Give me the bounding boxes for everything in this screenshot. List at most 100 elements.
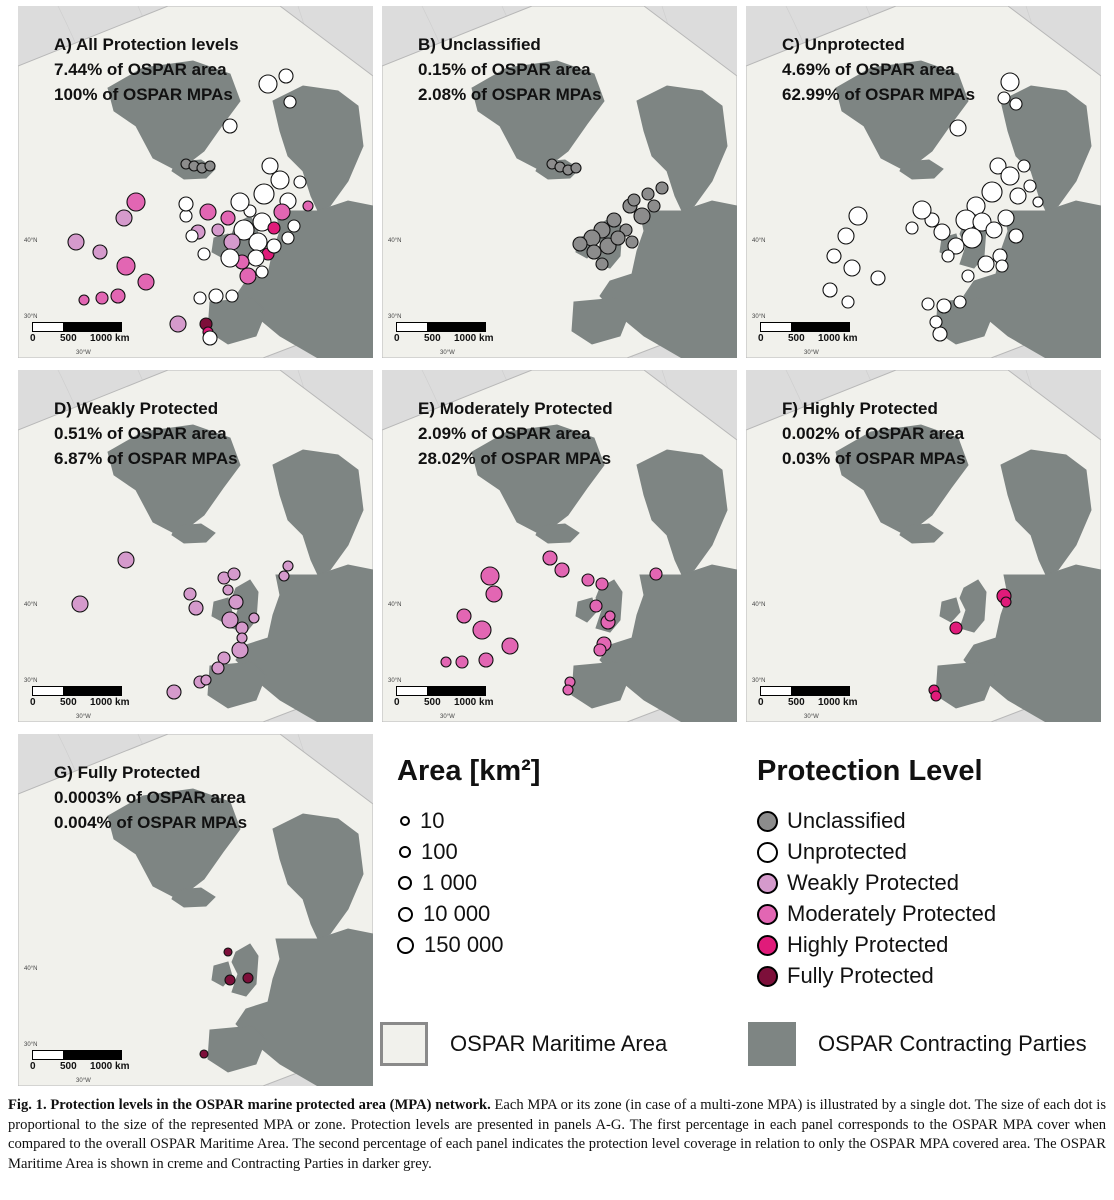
greenland-landmass — [107, 788, 241, 900]
panel-mpa-percent: 0.03% of OSPAR MPAs — [782, 449, 966, 468]
mpa-marker — [248, 232, 268, 252]
panel-mpa-percent: 62.99% of OSPAR MPAs — [782, 85, 976, 104]
mpa-marker — [1032, 196, 1044, 208]
mpa-marker — [231, 641, 249, 659]
mpa-marker — [222, 118, 238, 134]
mpa-marker — [826, 248, 842, 264]
size-ring-icon — [400, 816, 410, 826]
size-ring-icon — [398, 876, 412, 890]
mpa-marker — [197, 247, 211, 261]
mpa-marker — [202, 330, 218, 346]
scale-bar-graphic — [760, 322, 850, 332]
weakly-protected-dot-icon — [757, 872, 778, 894]
figure-caption: Fig. 1. Protection levels in the OSPAR m… — [8, 1096, 1106, 1174]
latitude-tick: 40°N — [24, 238, 38, 244]
mpa-marker — [929, 315, 943, 329]
panel-area-percent: 0.0003% of OSPAR area — [54, 788, 246, 807]
mpa-marker — [193, 291, 207, 305]
maritime-area-legend: OSPAR Maritime Area — [380, 1022, 667, 1066]
map-svg — [18, 6, 373, 358]
iceland-landmass — [535, 523, 580, 544]
mpa-marker — [236, 632, 248, 644]
scale-label: 500 — [60, 697, 77, 708]
mpa-marker — [977, 255, 995, 273]
mpa-marker — [1009, 187, 1027, 205]
mpa-marker — [1017, 159, 1031, 173]
scale-bar-graphic — [32, 1050, 122, 1060]
panel-title: E) Moderately Protected — [418, 399, 613, 418]
mpa-marker — [116, 256, 136, 276]
mpa-marker — [595, 257, 609, 271]
mpa-marker — [485, 585, 503, 603]
mpa-markers — [822, 72, 1044, 342]
greenland-landmass — [835, 60, 969, 172]
area-legend-item: 10 000 — [397, 899, 490, 929]
mpa-marker — [178, 196, 194, 212]
panel-mpa-percent: 0.004% of OSPAR MPAs — [54, 813, 248, 832]
area-legend-title: Area [km²] — [397, 755, 541, 787]
mpa-marker — [293, 175, 307, 189]
mpa-marker — [200, 674, 212, 686]
panel-title-block: B) Unclassified 0.15% of OSPAR area 2.08… — [418, 32, 602, 107]
longitude-tick: 30°W — [76, 350, 91, 356]
mpa-marker — [949, 621, 963, 635]
maritime-area-swatch — [380, 1022, 428, 1066]
mpa-marker — [610, 230, 626, 246]
scale-label: 500 — [424, 697, 441, 708]
mpa-marker — [936, 298, 952, 314]
panel-area-percent: 0.002% of OSPAR area — [782, 424, 965, 443]
iceland-landmass — [899, 523, 944, 544]
mpa-marker — [235, 621, 249, 635]
area-legend-item: 100 — [397, 837, 458, 867]
moderately-protected-dot-icon — [757, 903, 778, 925]
iberia-landmass — [207, 1025, 267, 1073]
caption-text: Each MPA or its zone (in case of a multi… — [8, 1097, 1106, 1172]
mpa-marker — [217, 651, 231, 665]
panel-area-percent: 2.09% of OSPAR area — [418, 424, 591, 443]
mpa-marker — [223, 233, 241, 251]
mpa-marker — [211, 223, 225, 237]
scale-label: 1000 km — [454, 697, 494, 708]
area-legend-label: 10 000 — [423, 901, 491, 926]
mpa-marker — [1008, 228, 1024, 244]
mpa-marker — [117, 551, 135, 569]
highly-protected-dot-icon — [757, 934, 778, 956]
mpa-marker — [278, 570, 290, 582]
mpa-marker — [542, 550, 558, 566]
size-ring-icon — [398, 906, 413, 922]
mpa-marker — [78, 294, 90, 306]
maritime-area-label: OSPAR Maritime Area — [450, 1031, 668, 1056]
scand-landmass — [636, 85, 728, 212]
mpa-marker — [961, 227, 983, 249]
mpa-marker — [230, 192, 250, 212]
mpa-marker — [204, 160, 216, 172]
panel-area-percent: 0.51% of OSPAR area — [54, 424, 227, 443]
unprotected-dot-icon — [757, 841, 778, 863]
mpa-marker — [570, 162, 582, 174]
unclassified-dot-icon — [757, 810, 778, 832]
panel-mpa-percent: 100% of OSPAR MPAs — [54, 85, 233, 104]
mpa-marker — [270, 170, 290, 190]
mpa-marker — [455, 655, 469, 669]
scand-landmass — [636, 449, 728, 576]
mpa-marker — [472, 620, 492, 640]
latitude-tick: 30°N — [24, 678, 38, 684]
greenland-landmass — [835, 424, 969, 536]
area-legend-item: 10 — [397, 806, 444, 836]
mpa-marker — [848, 206, 868, 226]
mpa-marker — [115, 209, 133, 227]
cont-landmass — [599, 564, 737, 722]
mpa-marker — [949, 119, 967, 137]
mpa-marker — [126, 192, 146, 212]
protection-legend-item: Weakly Protected — [757, 868, 959, 898]
scale-label: 500 — [60, 333, 77, 344]
latitude-tick: 40°N — [24, 966, 38, 972]
panel-title-block: G) Fully Protected 0.0003% of OSPAR area… — [54, 760, 247, 835]
latitude-tick: 40°N — [388, 238, 402, 244]
protection-legend-label: Weakly Protected — [787, 870, 960, 895]
size-ring-icon — [397, 936, 414, 954]
britain-landmass — [959, 579, 987, 633]
mpa-marker — [302, 200, 314, 212]
mpa-markers — [199, 947, 254, 1059]
mpa-marker — [179, 209, 193, 223]
